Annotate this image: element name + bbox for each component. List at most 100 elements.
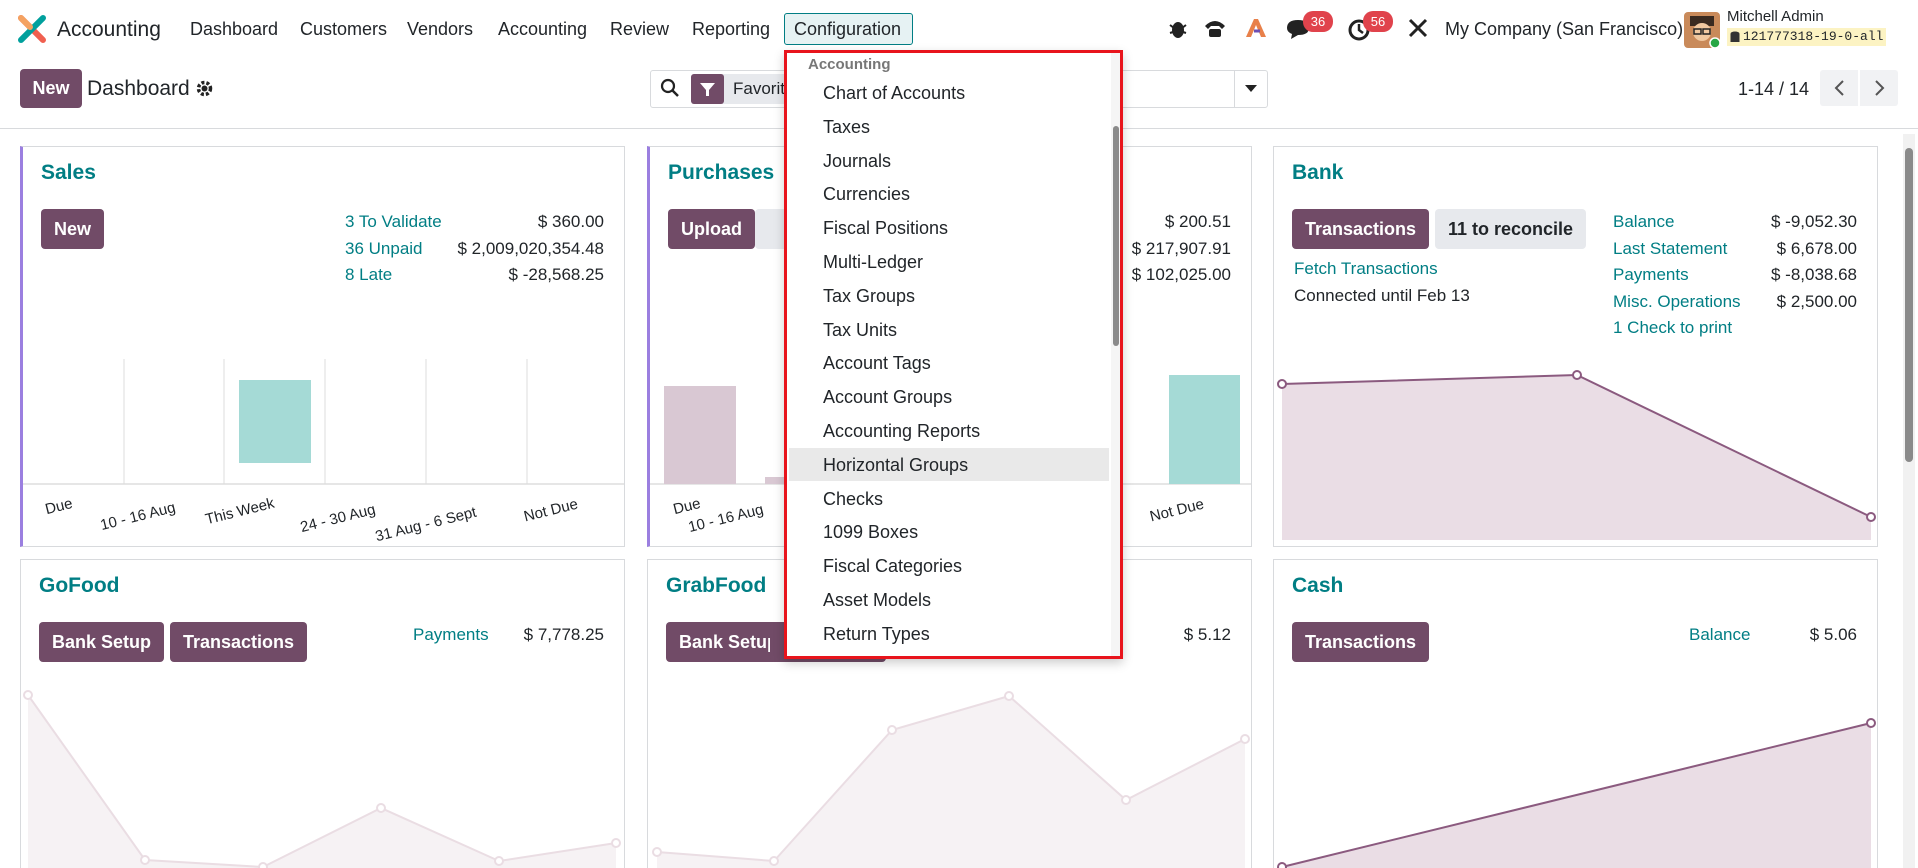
nav-menu-item[interactable]: Accounting	[498, 19, 588, 39]
company-name[interactable]: My Company (San Francisco)	[1445, 19, 1684, 39]
card-graph	[1277, 718, 1876, 868]
facet-filter-icon	[691, 74, 724, 104]
dropdown-item[interactable]: Account Groups	[823, 387, 953, 408]
pager: 1-14 / 14	[1738, 79, 1810, 99]
search-facet-label: Favorit	[733, 79, 785, 98]
stat-label[interactable]: Payments	[1613, 265, 1689, 284]
dashboard-card: Cash Transactions Balance $ 5.06	[1273, 559, 1878, 868]
dropdown-item[interactable]: Fiscal Positions	[823, 218, 949, 239]
dropdown-item[interactable]: Journals	[823, 150, 892, 171]
card-graph	[652, 691, 1250, 868]
card-button[interactable]: Transactions	[170, 622, 308, 662]
configuration-dropdown: Accounting Chart of Accounts Taxes Journal…	[784, 50, 1123, 659]
new-button[interactable]: New	[20, 69, 82, 108]
breadcrumb: Dashboard	[87, 77, 190, 100]
card-button[interactable]: New	[41, 209, 105, 249]
nav-menu-item[interactable]: Configuration	[794, 19, 902, 39]
card-link[interactable]: Fetch Transactions	[1294, 259, 1438, 278]
dropdown-item[interactable]: Multi-Ledger	[823, 252, 924, 272]
stat-value: $ -8,038.68	[1770, 265, 1857, 284]
stat-value: $ 2,500.00	[1776, 291, 1857, 311]
active-menu-box	[784, 13, 913, 45]
tools-icon[interactable]	[1407, 17, 1429, 39]
user-avatar[interactable]	[1684, 12, 1720, 48]
debug-icon[interactable]	[1168, 17, 1188, 39]
card-title[interactable]: GrabFood	[666, 574, 767, 597]
pager-arrows[interactable]	[1820, 70, 1898, 106]
stat-value: $ 5.12	[1183, 625, 1231, 644]
dropdown-item[interactable]: Currencies	[823, 184, 911, 205]
card-note: Connected until Feb 13	[1294, 286, 1470, 305]
dropdown-item[interactable]: Taxes	[823, 116, 871, 137]
page-scrollbar-thumb[interactable]	[1905, 148, 1913, 462]
stat-value: $ 6,678.00	[1776, 238, 1857, 258]
dropdown-scrollbar[interactable]	[1111, 53, 1120, 656]
stat-label[interactable]: Last Statement	[1613, 238, 1728, 258]
app-name[interactable]: Accounting	[57, 18, 161, 41]
settings-gear[interactable]	[196, 80, 213, 97]
activity-badge: 56	[1363, 11, 1393, 32]
stat-value: $ 360.00	[537, 212, 604, 231]
nav-menu-item[interactable]: Review	[610, 19, 670, 39]
stat-label[interactable]: Payments	[413, 625, 489, 644]
card-button[interactable]: Transactions	[1292, 622, 1430, 662]
nav-menu-item[interactable]: Vendors	[407, 19, 474, 39]
search-caret	[1245, 85, 1257, 92]
stat-value: $ 7,778.25	[523, 625, 604, 644]
dropdown-item[interactable]: Accounting Reports	[823, 421, 981, 441]
database-name: 121777318-19-0-all	[1727, 28, 1887, 46]
dropdown-scrollbar-thumb[interactable]	[1113, 126, 1119, 346]
dashboard-card: Bank Transactions 11 to reconcile Balance $ …	[1273, 146, 1878, 547]
nav-menu-item[interactable]: Reporting	[692, 19, 771, 39]
chat-badge: 36	[1303, 11, 1333, 32]
card-title[interactable]: Bank	[1292, 161, 1344, 184]
app-logo[interactable]	[18, 15, 46, 43]
stat-label[interactable]: 36 Unpaid	[345, 238, 423, 258]
dropdown-item[interactable]: Checks	[823, 488, 884, 509]
dashboard-card: GoFood Bank Setup Transactions Payments $ 7,…	[20, 559, 625, 868]
stat-value: $ 5.06	[1809, 625, 1857, 644]
stat-value: $ -28,568.25	[508, 265, 604, 284]
search-toggle[interactable]	[1234, 70, 1269, 108]
card-button[interactable]: 11 to reconcile	[1435, 209, 1587, 249]
stat-label[interactable]: Balance	[1689, 625, 1751, 644]
dropdown-item[interactable]: Asset Models	[823, 590, 932, 610]
card-button[interactable]: Transactions	[1292, 209, 1430, 249]
stat-value: $ 2,009,020,354.48	[457, 238, 604, 258]
card-title[interactable]: Cash	[1292, 574, 1344, 597]
stat-label[interactable]: 1 Check to print	[1613, 318, 1733, 337]
dropdown-item[interactable]: Tax Units	[823, 319, 898, 340]
dropdown-item-highlight	[789, 447, 1109, 481]
user-name[interactable]: Mitchell Admin	[1727, 8, 1824, 25]
stat-value: $ 217,907.91	[1131, 238, 1231, 258]
dropdown-item[interactable]: Tax Groups	[823, 285, 916, 306]
stat-label[interactable]: Misc. Operations	[1613, 291, 1741, 311]
card-graph	[1277, 370, 1876, 540]
phone-icon[interactable]	[1203, 18, 1227, 38]
stat-label[interactable]: 8 Late	[345, 265, 393, 284]
database-icon	[1730, 31, 1740, 42]
dropdown-item[interactable]: Chart of Accounts	[823, 83, 966, 103]
card-button[interactable]: Upload	[668, 209, 755, 249]
dashboard-card: Sales New 3 To Validate $ 360.00 36 Unpaid $ …	[20, 146, 625, 547]
card-graph	[23, 690, 621, 868]
ai-icon[interactable]	[1244, 17, 1268, 39]
stat-label[interactable]: 3 To Validate	[345, 212, 442, 231]
dropdown-item[interactable]: Return Types	[823, 623, 930, 644]
card-button[interactable]: Bank Setup	[39, 622, 165, 662]
dropdown-item[interactable]: 1099 Boxes	[823, 522, 919, 543]
dropdown-item[interactable]: Horizontal Groups	[823, 454, 969, 475]
card-title[interactable]: Sales	[41, 161, 96, 184]
card-title[interactable]: Purchases	[668, 161, 775, 184]
stat-label[interactable]: Balance	[1613, 212, 1675, 231]
nav-menu-item[interactable]: Customers	[300, 19, 388, 39]
dropdown-item[interactable]: Fiscal Categories	[823, 556, 963, 577]
nav-menu-item[interactable]: Dashboard	[190, 19, 279, 39]
card-title[interactable]: GoFood	[39, 574, 120, 597]
dropdown-item[interactable]: Account Tags	[823, 353, 931, 374]
stat-value: $ 102,025.00	[1131, 265, 1231, 284]
stat-value: $ -9,052.30	[1770, 212, 1857, 231]
navbar	[0, 0, 1918, 59]
dropdown-section: Accounting	[808, 56, 891, 73]
